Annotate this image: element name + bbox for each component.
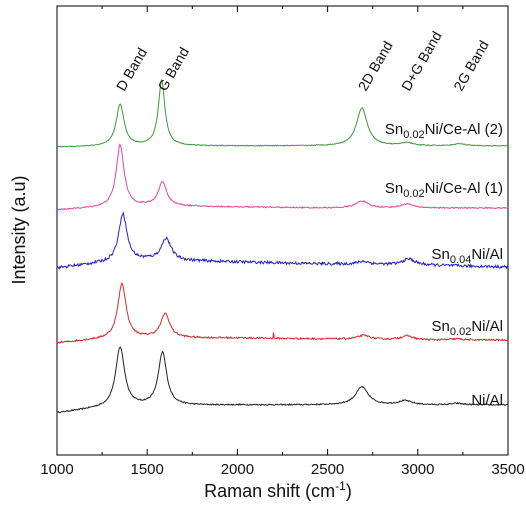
x-tick-label: 2000 <box>221 461 254 478</box>
series-label: Sn0.04Ni/Al <box>432 246 503 266</box>
band-annotations: D Band G Band 2D Band D+G Band 2G Band <box>113 29 492 94</box>
band-label: D+G Band <box>398 29 445 94</box>
series-label: Sn0.02Ni/Ce-Al (1) <box>385 180 503 200</box>
series-line <box>56 210 509 270</box>
x-tick-label: 2500 <box>311 461 344 478</box>
x-tick-label: 1000 <box>40 461 73 478</box>
band-label: 2D Band <box>355 38 396 93</box>
x-axis-label: Raman shift (cm-1) <box>204 479 352 501</box>
band-label: D Band <box>113 45 150 93</box>
x-tick-label: 3000 <box>401 461 434 478</box>
series-layer <box>56 78 509 414</box>
x-tick-label: 1500 <box>131 461 164 478</box>
series-label: Sn0.02Ni/Ce-Al (2) <box>385 121 503 141</box>
band-label: G Band <box>154 44 192 93</box>
series-line <box>56 346 509 414</box>
series-line <box>56 143 509 211</box>
y-axis-label: Intensity (a.u) <box>9 175 29 284</box>
series-label: Ni/Al <box>471 392 503 409</box>
series-line <box>56 281 509 344</box>
x-tick-label: 3500 <box>491 461 524 478</box>
band-label: 2G Band <box>450 38 491 94</box>
series-line <box>57 78 509 148</box>
series-labels: Ni/Al Sn0.02Ni/Al Sn0.04Ni/Al Sn0.02Ni/Ce-A… <box>385 121 503 409</box>
x-axis-ticks: 1000 1500 2000 2500 3000 3500 <box>40 6 525 478</box>
series-label: Sn0.02Ni/Al <box>432 318 503 338</box>
